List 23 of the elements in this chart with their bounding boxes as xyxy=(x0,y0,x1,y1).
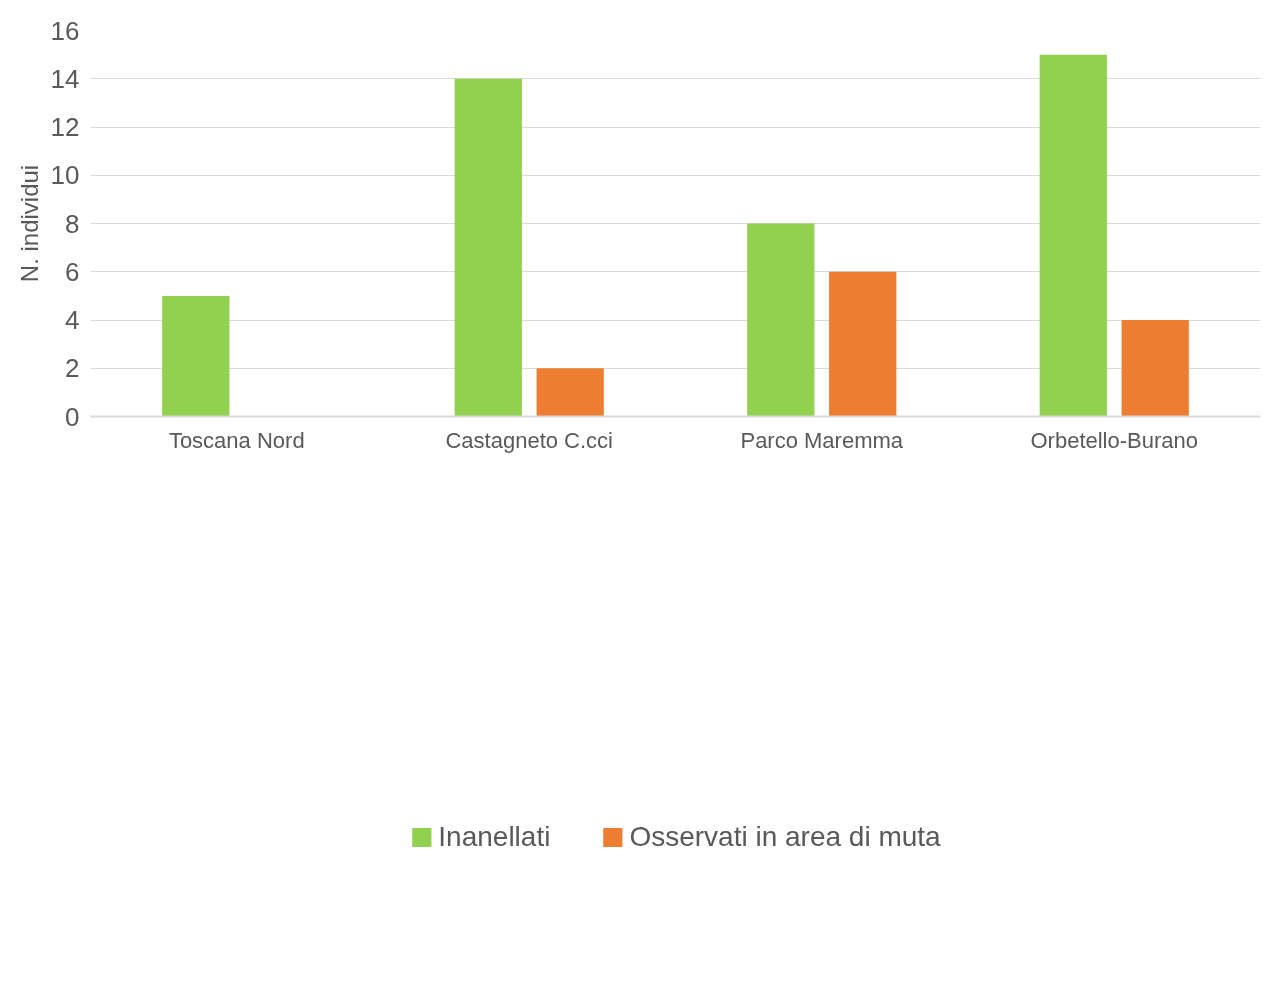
y-tick-label: 16 xyxy=(50,15,80,46)
y-axis-title: N. individui xyxy=(15,164,43,283)
x-tick-label: Toscana Nord xyxy=(168,427,305,453)
bar xyxy=(162,295,230,417)
y-tick-label: 0 xyxy=(65,401,80,432)
x-tick-label: Castagneto C.cci xyxy=(445,427,614,453)
bar xyxy=(536,368,604,417)
legend-label: Osservati in area di muta xyxy=(629,821,941,853)
x-tick-label: Orbetello-Burano xyxy=(1030,427,1199,453)
y-tick-label: 2 xyxy=(65,353,80,384)
bar xyxy=(1039,54,1107,417)
y-tick-label: 8 xyxy=(65,208,80,239)
y-tick-label: 10 xyxy=(50,160,80,191)
x-tick-label: Parco Maremma xyxy=(740,427,904,453)
y-tick-label: 12 xyxy=(50,112,80,142)
y-tick-label: 14 xyxy=(50,63,80,94)
bar xyxy=(829,271,897,417)
y-tick-label: 6 xyxy=(65,256,80,287)
bar xyxy=(1121,320,1189,417)
bar xyxy=(454,78,522,417)
legend-label: Inanellati xyxy=(438,821,551,853)
y-tick-label: 4 xyxy=(65,305,80,335)
bar xyxy=(747,223,815,417)
